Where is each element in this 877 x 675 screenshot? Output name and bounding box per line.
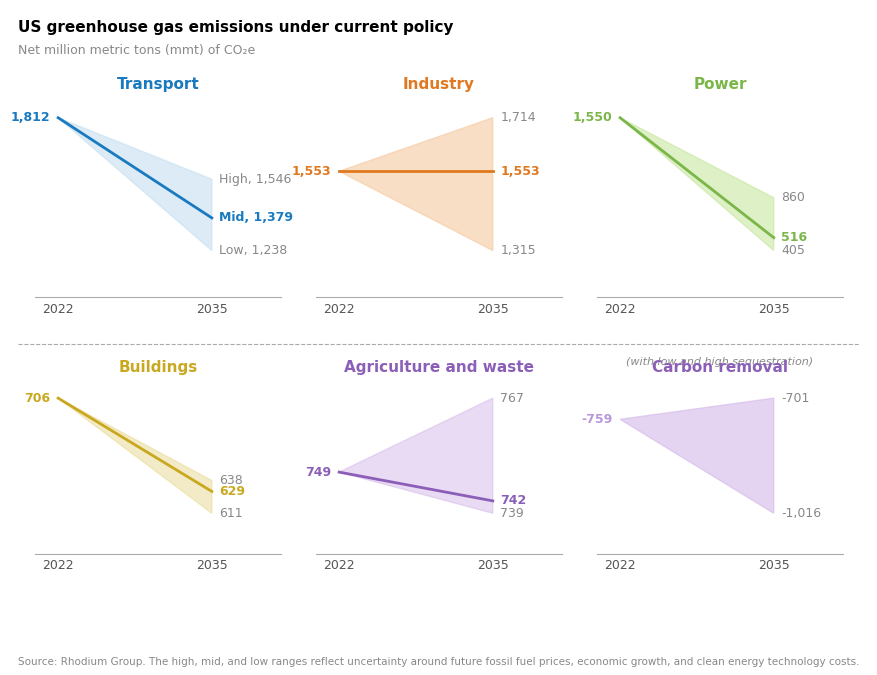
Polygon shape xyxy=(619,117,773,250)
Title: Transport: Transport xyxy=(117,77,199,92)
Title: Power: Power xyxy=(693,77,745,92)
Text: -1,016: -1,016 xyxy=(781,507,821,520)
Text: 742: 742 xyxy=(500,494,526,508)
Text: 1,812: 1,812 xyxy=(11,111,51,124)
Title: Carbon removal: Carbon removal xyxy=(652,360,787,375)
Polygon shape xyxy=(58,117,211,250)
Text: 405: 405 xyxy=(781,244,804,257)
Text: Mid, 1,379: Mid, 1,379 xyxy=(219,211,293,224)
Text: 1,714: 1,714 xyxy=(500,111,536,124)
Text: 611: 611 xyxy=(219,507,243,520)
Text: 1,315: 1,315 xyxy=(500,244,536,257)
Text: 860: 860 xyxy=(781,191,804,205)
Text: US greenhouse gas emissions under current policy: US greenhouse gas emissions under curren… xyxy=(18,20,453,35)
Text: 767: 767 xyxy=(500,392,524,404)
Text: 706: 706 xyxy=(25,392,51,404)
Title: Agriculture and waste: Agriculture and waste xyxy=(344,360,533,375)
Text: 739: 739 xyxy=(500,507,524,520)
Polygon shape xyxy=(58,398,211,513)
Text: High, 1,546: High, 1,546 xyxy=(219,173,291,186)
Text: 749: 749 xyxy=(305,466,332,479)
Text: (with low and high sequestration): (with low and high sequestration) xyxy=(625,358,813,367)
Polygon shape xyxy=(339,117,492,250)
Polygon shape xyxy=(619,398,773,513)
Polygon shape xyxy=(339,398,492,513)
Title: Buildings: Buildings xyxy=(118,360,197,375)
Text: 1,553: 1,553 xyxy=(500,165,539,178)
Text: 516: 516 xyxy=(781,231,807,244)
Text: Net million metric tons (mmt) of CO₂e: Net million metric tons (mmt) of CO₂e xyxy=(18,44,254,57)
Title: Industry: Industry xyxy=(403,77,474,92)
Text: -759: -759 xyxy=(581,413,612,426)
Text: -701: -701 xyxy=(781,392,809,404)
Text: Low, 1,238: Low, 1,238 xyxy=(219,244,288,257)
Text: 638: 638 xyxy=(219,474,243,487)
Text: 1,550: 1,550 xyxy=(572,111,612,124)
Text: 1,553: 1,553 xyxy=(291,165,332,178)
Text: 629: 629 xyxy=(219,485,246,498)
Text: Source: Rhodium Group. The high, mid, and low ranges reflect uncertainty around : Source: Rhodium Group. The high, mid, an… xyxy=(18,657,858,667)
